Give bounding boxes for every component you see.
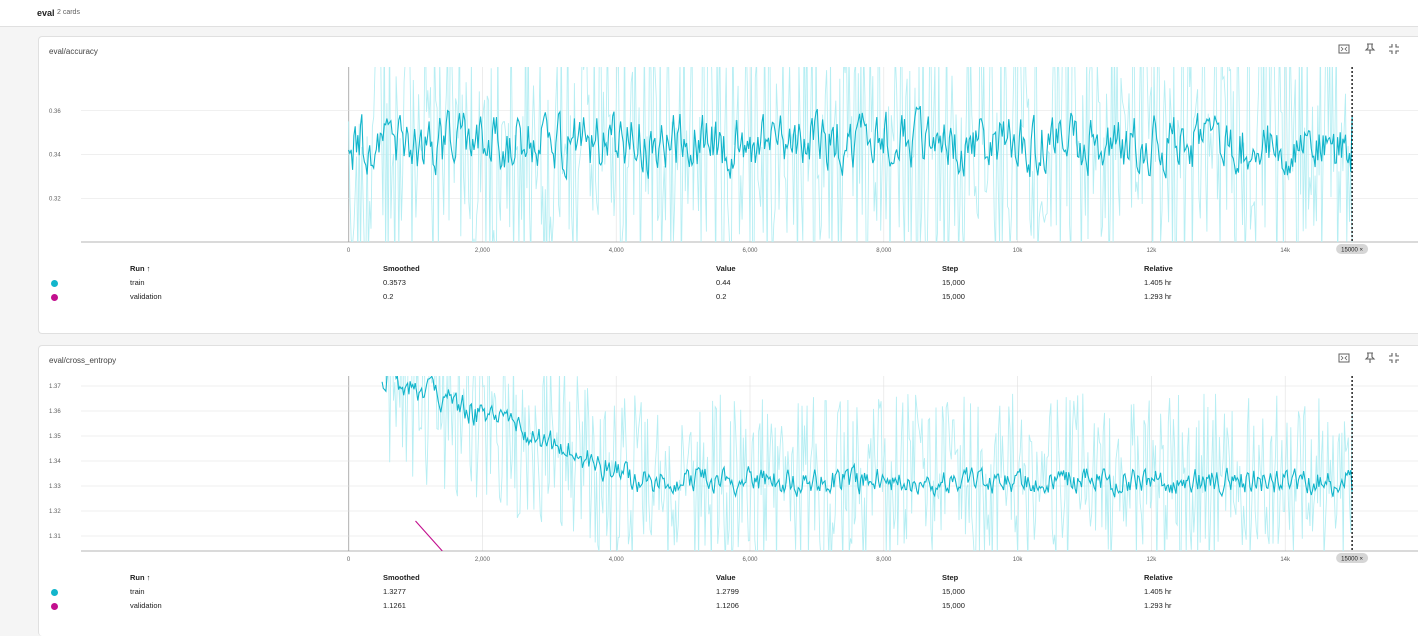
run-color-dot-train — [51, 589, 58, 596]
plot-area — [348, 67, 1353, 242]
step-value: 15,000 — [942, 601, 965, 610]
x-tick-label: 8,000 — [876, 248, 892, 254]
col-header-run[interactable]: Run ↑ — [130, 573, 151, 582]
step-marker-label: 15000 × — [1341, 557, 1363, 563]
col-header-step: Step — [942, 264, 959, 273]
pin-icon[interactable] — [1363, 352, 1377, 366]
fit-to-data-icon[interactable] — [1337, 352, 1351, 366]
y-tick-label: 1.31 — [49, 534, 61, 540]
x-tick-label: 12k — [1147, 557, 1158, 563]
run-color-dot-train — [51, 280, 58, 287]
run-name: train — [130, 278, 145, 287]
x-tick-label: 14k — [1280, 557, 1291, 563]
raw-value: 1.2799 — [716, 587, 739, 596]
y-tick-label: 1.35 — [49, 434, 61, 440]
series-line-validation-smoothed — [415, 520, 443, 551]
y-tick-label: 1.36 — [49, 409, 61, 415]
smoothed-value: 1.3277 — [383, 587, 406, 596]
run-name: validation — [130, 292, 162, 301]
x-tick-label: 10k — [1013, 248, 1024, 254]
y-tick-label: 1.33 — [49, 484, 61, 490]
col-header-step: Step — [942, 573, 959, 582]
x-tick-label: 12k — [1147, 248, 1158, 254]
series-line-train-raw — [385, 376, 1353, 551]
run-name: validation — [130, 601, 162, 610]
x-tick-label: 0 — [347, 248, 351, 254]
chart-card-cross-entropy: eval/cross_entropy 0 2,000 4,000 6,000 8,000… — [38, 345, 1418, 636]
step-marker-label: 15000 × — [1341, 248, 1363, 254]
card-title: eval/accuracy — [49, 47, 98, 56]
x-tick-label: 2,000 — [475, 557, 491, 563]
step-value: 15,000 — [942, 292, 965, 301]
raw-value: 0.44 — [716, 278, 731, 287]
y-tick-label: 1.34 — [49, 459, 61, 465]
series-line-train-raw — [348, 67, 1353, 242]
card-title: eval/cross_entropy — [49, 356, 117, 365]
step-value: 15,000 — [942, 587, 965, 596]
x-tick-label: 4,000 — [609, 248, 625, 254]
relative-value: 1.293 hr — [1144, 292, 1172, 301]
x-tick-label: 0 — [347, 557, 351, 563]
group-title: eval — [37, 8, 55, 18]
line-chart-accuracy[interactable]: 0 2,000 4,000 6,000 8,000 10k 12k 14k 0.32 0.34 0.… — [39, 65, 1418, 263]
step-value: 15,000 — [942, 278, 965, 287]
raw-value: 1.1206 — [716, 601, 739, 610]
run-name: train — [130, 587, 145, 596]
y-tick-label: 0.36 — [49, 109, 61, 115]
series-line-train-smoothed — [381, 376, 1353, 499]
fullscreen-icon[interactable] — [1387, 43, 1401, 57]
y-tick-label: 0.32 — [49, 196, 61, 202]
x-tick-label: 4,000 — [609, 557, 625, 563]
col-header-relative: Relative — [1144, 264, 1173, 273]
run-color-dot-validation — [51, 603, 58, 610]
smoothed-value: 1.1261 — [383, 601, 406, 610]
y-tick-label: 0.34 — [49, 153, 61, 159]
fullscreen-icon[interactable] — [1387, 352, 1401, 366]
step-marker-chip — [1336, 553, 1369, 563]
series-line-train-smoothed — [348, 105, 1353, 181]
col-header-smoothed: Smoothed — [383, 573, 420, 582]
col-header-smoothed: Smoothed — [383, 264, 420, 273]
pin-icon[interactable] — [1363, 43, 1377, 57]
y-tick-label: 1.32 — [49, 509, 61, 515]
x-tick-label: 2,000 — [475, 248, 491, 254]
x-tick-label: 10k — [1013, 557, 1024, 563]
line-chart-cross-entropy[interactable]: 0 2,000 4,000 6,000 8,000 10k 12k 14k 1.31 1.32 1.… — [39, 374, 1418, 572]
run-table: Run ↑ Smoothed Value Step Relative train… — [39, 572, 1418, 622]
col-header-relative: Relative — [1144, 573, 1173, 582]
fit-to-data-icon[interactable] — [1337, 43, 1351, 57]
y-tick-label: 1.37 — [49, 384, 61, 390]
group-header[interactable]: eval 2 cards — [0, 0, 1418, 27]
col-header-value: Value — [716, 264, 736, 273]
raw-value: 0.2 — [716, 292, 727, 301]
relative-value: 1.405 hr — [1144, 278, 1172, 287]
smoothed-value: 0.2 — [383, 292, 394, 301]
run-color-dot-validation — [51, 294, 58, 301]
chart-card-accuracy: eval/accuracy 0 2,000 4,000 6,000 8,000 10k 12… — [38, 36, 1418, 334]
col-header-run[interactable]: Run ↑ — [130, 264, 151, 273]
plot-area — [381, 376, 1353, 551]
step-marker-chip — [1336, 244, 1369, 254]
smoothed-value: 0.3573 — [383, 278, 406, 287]
relative-value: 1.405 hr — [1144, 587, 1172, 596]
col-header-value: Value — [716, 573, 736, 582]
run-table: Run ↑ Smoothed Value Step Relative train… — [39, 263, 1418, 313]
x-tick-label: 6,000 — [742, 248, 758, 254]
x-tick-label: 8,000 — [876, 557, 892, 563]
x-tick-label: 6,000 — [742, 557, 758, 563]
relative-value: 1.293 hr — [1144, 601, 1172, 610]
group-card-count: 2 cards — [57, 9, 80, 16]
x-tick-label: 14k — [1280, 248, 1291, 254]
